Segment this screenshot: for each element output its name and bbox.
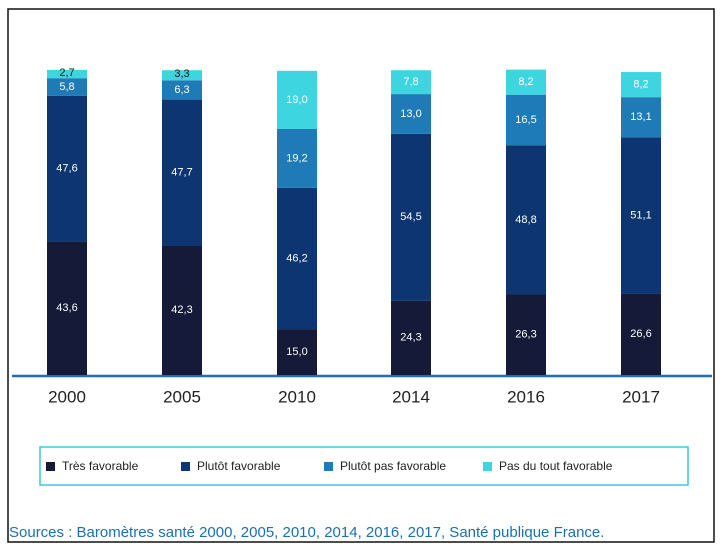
- legend-swatch: [46, 462, 55, 471]
- data-label: 8,2: [518, 76, 533, 88]
- data-label: 47,7: [171, 166, 192, 178]
- data-label: 43,6: [56, 302, 77, 314]
- x-tick-label: 2000: [48, 387, 86, 406]
- bar-segment: [162, 80, 202, 100]
- data-label: 47,6: [56, 163, 77, 175]
- bar-segment: [621, 97, 661, 138]
- data-label: 48,8: [515, 214, 536, 226]
- data-label: 16,5: [515, 114, 536, 126]
- data-label: 3,3: [174, 68, 189, 80]
- data-label: 19,0: [286, 94, 307, 106]
- data-label: 2,7: [59, 67, 74, 79]
- frame: [7, 8, 715, 543]
- bar-segment: [506, 94, 546, 146]
- x-tick-label: 2014: [392, 387, 430, 406]
- bar-segment: [391, 70, 431, 95]
- legend-box: [39, 446, 689, 486]
- bar-segment: [162, 245, 202, 375]
- bar-segment: [162, 70, 202, 81]
- data-label: 5,8: [59, 81, 74, 93]
- data-label: 19,2: [286, 152, 307, 164]
- bar-segment: [506, 145, 546, 295]
- legend-label: Pas du tout favorable: [499, 459, 613, 473]
- data-label: 13,1: [630, 111, 651, 123]
- bar-segment: [277, 128, 317, 188]
- bar-segment: [506, 69, 546, 95]
- legend-swatch: [324, 462, 333, 471]
- data-label: 46,2: [286, 252, 307, 264]
- bar-segment: [162, 99, 202, 246]
- data-label: 24,3: [400, 332, 421, 344]
- data-label: 42,3: [171, 304, 192, 316]
- x-tick-label: 2017: [622, 387, 660, 406]
- x-tick-label: 2005: [163, 387, 201, 406]
- x-tick-label: 2016: [507, 387, 545, 406]
- bar-segment: [391, 133, 431, 301]
- bar-segment: [277, 70, 317, 129]
- data-label: 13,0: [400, 108, 421, 120]
- bar-segment: [621, 137, 661, 294]
- data-label: 8,2: [633, 79, 648, 91]
- bar-segment: [621, 293, 661, 375]
- data-label: 51,1: [630, 209, 651, 221]
- bar-segment: [277, 329, 317, 375]
- bar-segment: [506, 294, 546, 375]
- source: Sources : Baromètres santé 2000, 2005, 2…: [9, 524, 604, 541]
- legend-swatch: [483, 462, 492, 471]
- data-label: 26,3: [515, 329, 536, 341]
- bar-segment: [47, 95, 87, 242]
- bar-segment: [47, 78, 87, 96]
- legend-swatch: [181, 462, 190, 471]
- data-label: 26,6: [630, 328, 651, 340]
- legend-label: Plutôt pas favorable: [340, 459, 446, 473]
- legend-label: Très favorable: [62, 459, 139, 473]
- data-label: 54,5: [400, 211, 421, 223]
- x-tick-label: 2010: [278, 387, 316, 406]
- bar-segment: [391, 94, 431, 134]
- bar-segment: [277, 187, 317, 330]
- bar-segment: [391, 300, 431, 375]
- data-label: 6,3: [174, 84, 189, 96]
- data-label: 15,0: [286, 346, 307, 358]
- bar-segment: [47, 241, 87, 375]
- legend-label: Plutôt favorable: [197, 459, 281, 473]
- bar-segment: [621, 72, 661, 98]
- bar-segment: [47, 69, 87, 79]
- data-label: 7,8: [403, 76, 418, 88]
